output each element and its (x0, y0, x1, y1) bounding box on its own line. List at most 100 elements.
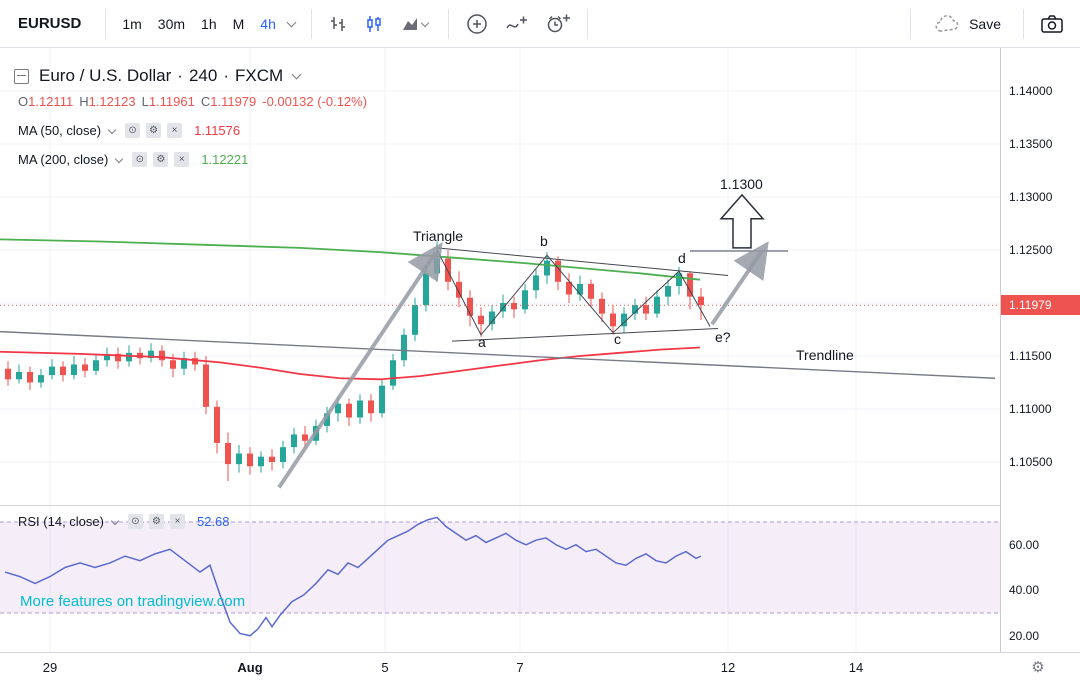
candle (27, 366, 33, 390)
chart-type-candles-button[interactable] (356, 10, 392, 38)
candle (379, 379, 385, 418)
rsi-axis-label: 60.00 (1009, 537, 1040, 552)
time-axis[interactable]: ⚙ 29 Aug 5 7 12 14 (0, 653, 1080, 684)
price-target-label[interactable]: 1.1300 (720, 176, 763, 192)
candle (71, 356, 77, 380)
indicators-button[interactable] (497, 9, 537, 39)
triangle-upper-line[interactable] (436, 247, 729, 276)
watermark-link[interactable]: More features on tradingview.com (20, 593, 246, 610)
screenshot-button[interactable] (1032, 10, 1080, 38)
rsi-panel-chart[interactable] (0, 505, 1000, 652)
chart-legend-title-row: Euro / U.S. Dollar · 240 · FXCM (14, 66, 308, 86)
time-axis-label: 5 (381, 660, 389, 675)
wave-a-label[interactable]: a (478, 334, 486, 350)
low-value: 1.11961 (148, 94, 195, 109)
candle (181, 351, 187, 376)
symbol-title[interactable]: Euro / U.S. Dollar (39, 66, 172, 85)
candle (258, 451, 264, 473)
ma200-label[interactable]: MA (200, close) (18, 152, 109, 167)
ma200-chevron-down-icon[interactable] (115, 154, 124, 163)
interval-1m[interactable]: 1m (114, 11, 149, 37)
candle (500, 294, 506, 318)
indicator-source-icon[interactable]: ⊙ (132, 152, 148, 167)
chart-type-bars-icon[interactable] (320, 10, 356, 38)
axis-divider (0, 652, 1080, 653)
interval-M[interactable]: M (225, 11, 253, 37)
symbol-name[interactable]: EURUSD (18, 15, 82, 32)
indicator-settings-icon[interactable]: ⚙ (153, 152, 169, 167)
pane-divider[interactable] (0, 505, 1080, 506)
legend-interval[interactable]: 240 (188, 66, 218, 85)
price-axis-label: 1.10500 (1009, 455, 1053, 469)
indicator-remove-icon[interactable]: × (174, 152, 190, 167)
wave-e-label[interactable]: e? (715, 329, 731, 345)
collapse-pane-icon[interactable] (14, 68, 29, 84)
target-up-arrow[interactable] (719, 193, 765, 249)
candle (225, 432, 231, 482)
toolbar-divider (910, 8, 912, 39)
ma50-label[interactable]: MA (50, close) (18, 123, 102, 138)
indicator-remove-icon[interactable]: × (167, 123, 183, 138)
interval-1h[interactable]: 1h (193, 11, 225, 37)
candle (104, 347, 110, 367)
ma200-value: 1.12221 (201, 152, 249, 167)
candle (489, 305, 495, 331)
rsi-label[interactable]: RSI (14, close) (18, 514, 104, 529)
open-value: 1.12111 (28, 94, 74, 109)
trendline-label[interactable]: Trendline (796, 347, 854, 363)
interval-chevron-down-icon[interactable] (286, 17, 297, 27)
candle (456, 271, 462, 308)
rsi-chevron-down-icon[interactable] (110, 516, 120, 525)
last-price-badge: 1.11979 (1001, 295, 1080, 316)
rsi-axis-label: 20.00 (1009, 628, 1040, 643)
candle (324, 406, 330, 433)
rsi-band (0, 522, 1000, 613)
save-button[interactable]: Save (919, 14, 1015, 34)
save-label: Save (969, 15, 1001, 32)
main-price-chart[interactable] (0, 48, 1000, 505)
candle (654, 290, 660, 318)
interval-4h[interactable]: 4h (252, 11, 284, 37)
candle (38, 368, 44, 388)
candle (698, 288, 704, 320)
candle (577, 275, 583, 301)
indicator-settings-icon[interactable]: ⚙ (148, 514, 164, 529)
axis-settings-gear-icon[interactable]: ⚙ (1031, 659, 1045, 676)
projection-arrow[interactable] (277, 242, 443, 489)
wave-d-label[interactable]: d (678, 250, 686, 266)
wave-b-label[interactable]: b (540, 233, 548, 249)
indicator-source-icon[interactable]: ⊙ (127, 514, 143, 529)
close-value: 1.11979 (210, 94, 257, 109)
candle (401, 328, 407, 367)
indicator-settings-icon[interactable]: ⚙ (146, 123, 162, 138)
candle (115, 347, 121, 369)
time-axis-label: 7 (516, 660, 524, 675)
candle (511, 296, 517, 318)
chart-type-area-button[interactable] (392, 10, 440, 38)
legend-chevron-down-icon[interactable] (291, 69, 302, 80)
zigzag-line[interactable] (436, 249, 711, 336)
alert-button[interactable] (537, 8, 579, 40)
time-axis-label: Aug (237, 660, 263, 675)
triangle-lower-line[interactable] (451, 327, 719, 342)
price-axis-label: 1.12500 (1009, 243, 1053, 257)
indicator-remove-icon[interactable]: × (169, 514, 185, 529)
legend-exchange[interactable]: FXCM (234, 66, 284, 85)
trendline-main[interactable] (0, 330, 996, 379)
candle (478, 307, 484, 337)
interval-30m[interactable]: 30m (150, 11, 193, 37)
projection-arrow[interactable] (710, 241, 769, 326)
wave-c-label[interactable]: c (614, 331, 621, 347)
candle (357, 394, 363, 424)
indicator-source-icon[interactable]: ⊙ (125, 123, 141, 138)
low-label: L (141, 94, 149, 109)
ma50-legend-row: MA (50, close) ⊙ ⚙ × 1.11576 (18, 123, 240, 138)
toolbar-divider (310, 8, 312, 39)
compare-button[interactable] (457, 8, 497, 40)
alarm-clock-plus-icon (547, 14, 570, 32)
price-axis[interactable]: 1.11979 1.14000 1.13500 1.13000 1.12500 1.11… (1000, 48, 1080, 652)
ma200-line (0, 238, 701, 281)
triangle-annotation-label[interactable]: Triangle (413, 228, 464, 244)
ma50-chevron-down-icon[interactable] (107, 125, 117, 134)
